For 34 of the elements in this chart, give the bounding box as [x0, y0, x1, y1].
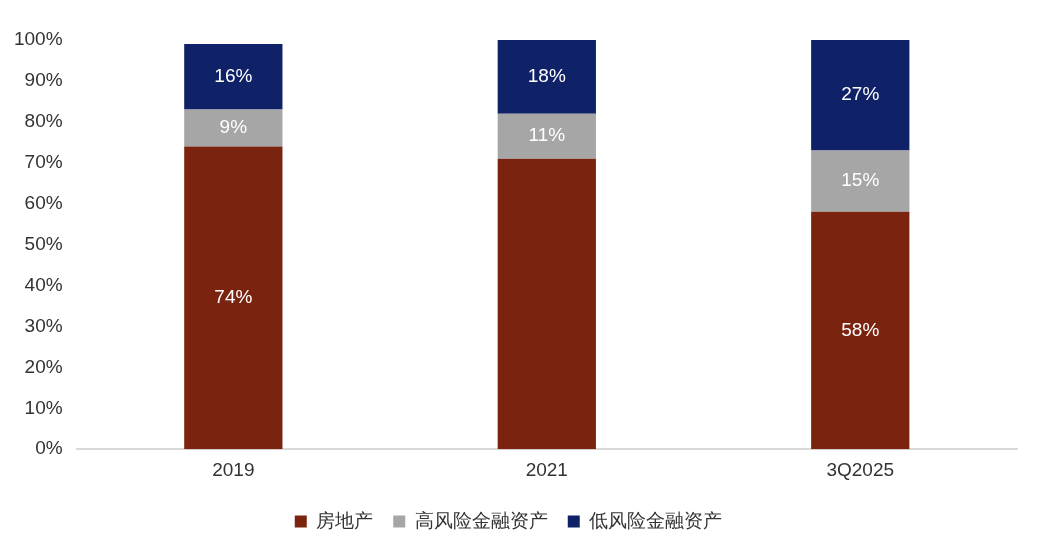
bar	[497, 113, 596, 159]
data-label: 58%	[841, 318, 880, 340]
y-tick-label: 90%	[24, 69, 63, 91]
bar	[497, 40, 596, 114]
x-tick-label: 2021	[525, 458, 568, 480]
legend-label: 低风险金融资产	[589, 509, 723, 531]
y-tick-label: 10%	[24, 396, 63, 418]
y-tick-label: 60%	[24, 191, 63, 213]
bar	[811, 150, 910, 212]
data-label: 74%	[214, 286, 253, 308]
bar	[184, 44, 283, 110]
y-tick-label: 30%	[24, 314, 63, 336]
bar	[811, 40, 910, 151]
legend-label: 房地产	[316, 509, 374, 531]
data-label: 16%	[214, 65, 253, 87]
bar	[497, 158, 596, 450]
x-tick-label: 3Q2025	[826, 458, 895, 480]
bar	[811, 211, 910, 450]
y-tick-label: 100%	[13, 28, 63, 50]
data-label: 15%	[841, 169, 880, 191]
bar	[184, 109, 283, 147]
data-label: 9%	[219, 116, 248, 138]
y-tick-label: 0%	[35, 437, 63, 459]
x-tick-label: 2019	[212, 458, 255, 480]
y-tick-label: 40%	[24, 273, 63, 295]
y-tick-label: 70%	[24, 150, 63, 172]
data-label: 27%	[841, 83, 880, 105]
legend-label: 高风险金融资产	[414, 509, 548, 531]
bar	[184, 146, 283, 450]
data-label: 18%	[527, 65, 566, 87]
y-tick-label: 80%	[24, 110, 63, 132]
data-label: 11%	[528, 124, 566, 146]
y-tick-label: 20%	[24, 355, 63, 377]
y-tick-label: 50%	[24, 232, 63, 254]
